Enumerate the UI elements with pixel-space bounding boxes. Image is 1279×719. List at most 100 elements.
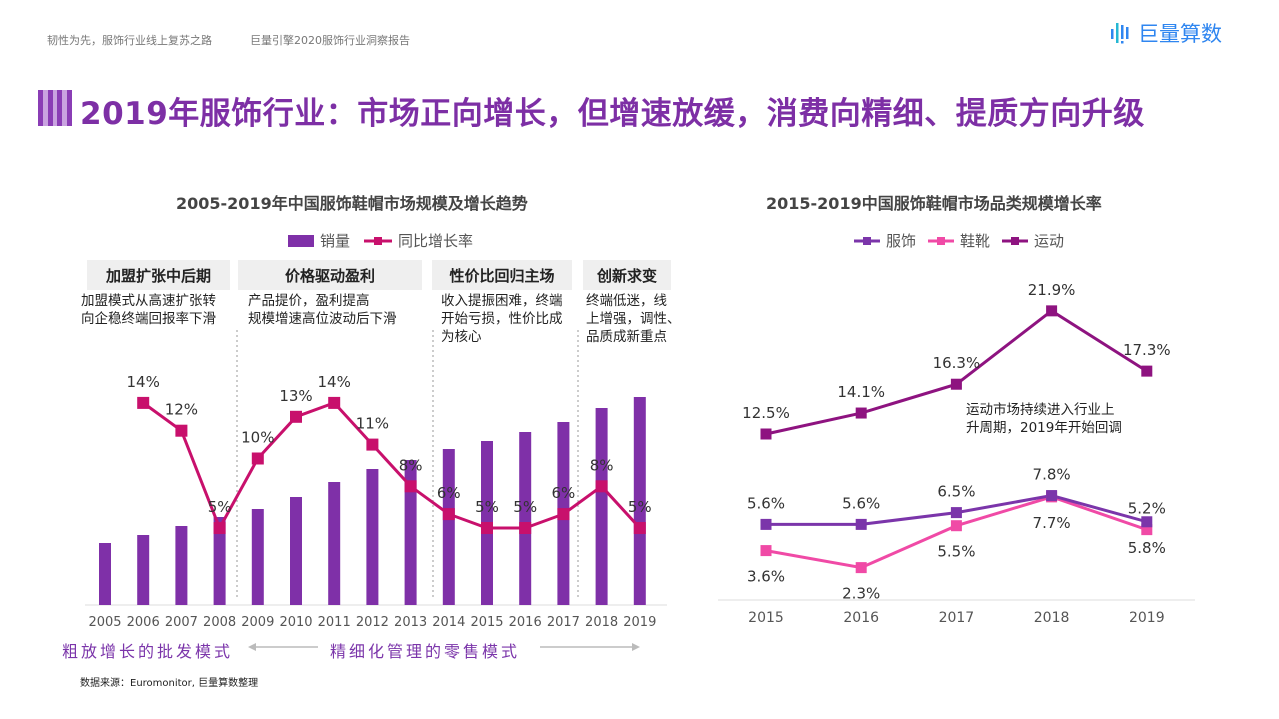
sales-bar <box>213 517 226 605</box>
apparel-marker <box>1141 516 1153 528</box>
x-tick-label: 2012 <box>356 615 389 630</box>
growth-marker <box>366 438 379 451</box>
logo-text: 巨量算数 <box>1138 22 1222 46</box>
x-tick-label: 2006 <box>127 615 160 630</box>
page-title: 2019年服饰行业：市场正向增长，但增速放缓，消费向精细、提质方向升级 <box>80 96 1145 132</box>
sports-annotation: 运动市场持续进入行业上 升周期，2019年开始回调 <box>966 401 1122 437</box>
legend-label-growth: 同比增长率 <box>398 232 474 250</box>
retail-mode-label: 精细化管理的零售模式 <box>330 642 521 661</box>
sales-bar <box>366 469 379 605</box>
sales-bar <box>290 497 302 605</box>
phase-1-desc-line: 向企稳终端回报率下滑 <box>81 311 216 327</box>
growth-data-label: 6% <box>552 484 576 502</box>
footwear-data-label: 5.5% <box>937 543 975 561</box>
x-tick-label: 2016 <box>509 615 542 630</box>
sports-marker <box>760 428 772 440</box>
growth-data-label: 14% <box>127 373 160 391</box>
growth-marker <box>633 522 646 534</box>
phase-2-desc: 产品提价，盈利提高 规模增速高位波动后下滑 <box>248 292 397 328</box>
phase-3-title: 性价比回归主场 <box>432 260 572 290</box>
x-tick-label: 2019 <box>623 615 656 630</box>
apparel-marker <box>855 518 867 530</box>
apparel-data-label: 5.8% <box>1128 539 1166 557</box>
x-tick-label: 2010 <box>279 615 312 630</box>
x-tick-label: 2017 <box>939 610 975 626</box>
legend-footwear-swatch <box>928 236 955 245</box>
apparel-marker <box>950 507 962 519</box>
growth-marker <box>442 508 455 521</box>
legend-label-apparel: 服饰 <box>886 232 917 250</box>
legend-sports-swatch <box>1002 236 1029 245</box>
sports-marker <box>1141 365 1153 377</box>
growth-data-label: 8% <box>399 456 423 474</box>
legend-bar-swatch <box>288 234 314 247</box>
phase-4-desc: 终端低迷，线 上增强，调性、 品质成新重点 <box>586 292 681 346</box>
sports-data-label: 12.5% <box>742 404 790 422</box>
wholesale-mode-label: 粗放增长的批发模式 <box>62 642 234 661</box>
x-tick-label: 2005 <box>88 615 121 630</box>
growth-data-label: 14% <box>318 373 351 391</box>
sales-bar <box>633 397 646 605</box>
x-tick-label: 2013 <box>394 615 427 630</box>
data-source: 数据来源：Euromonitor, 巨量算数整理 <box>80 678 259 689</box>
growth-marker <box>557 508 570 521</box>
footwear-data-label: 7.7% <box>1033 514 1071 532</box>
breadcrumb-report-title: 韧性为先，服饰行业线上复苏之路 <box>47 34 212 47</box>
x-tick-label: 2009 <box>241 615 274 630</box>
sports-data-label: 14.1% <box>837 383 885 401</box>
apparel-data-label: 5.6% <box>747 494 785 512</box>
footwear-marker <box>1141 524 1153 536</box>
growth-marker <box>175 424 188 437</box>
growth-marker <box>137 396 150 409</box>
logo-bars-icon <box>1111 23 1129 44</box>
phase-4-desc-line: 品质成新重点 <box>586 329 667 345</box>
apparel-data-label: 7.8% <box>1033 466 1071 484</box>
annotation-line: 升周期，2019年开始回调 <box>966 420 1122 436</box>
apparel-marker <box>1046 490 1058 502</box>
sales-bar <box>442 449 455 605</box>
phase-4-desc-line: 上增强，调性、 <box>586 311 681 327</box>
x-tick-label: 2015 <box>470 615 503 630</box>
x-tick-label: 2018 <box>1034 610 1070 626</box>
x-tick-label: 2018 <box>585 615 618 630</box>
phase-3-desc-line: 开始亏损，性价比成 <box>441 311 563 327</box>
phase-4-desc-line: 终端低迷，线 <box>586 293 667 309</box>
arrow-left-icon <box>248 643 256 651</box>
title-decoration <box>38 90 73 126</box>
growth-data-label: 5% <box>475 498 499 516</box>
left-chart-title: 2005-2019年中国服饰鞋帽市场规模及增长趋势 <box>176 194 528 213</box>
growth-marker <box>251 452 264 465</box>
growth-marker <box>481 522 493 534</box>
growth-marker <box>404 480 417 493</box>
x-tick-label: 2011 <box>318 615 351 630</box>
legend-label-footwear: 鞋靴 <box>960 232 991 250</box>
sales-bar <box>251 509 264 605</box>
annotation-line: 运动市场持续进入行业上 <box>966 402 1115 418</box>
growth-data-label: 10% <box>241 429 274 447</box>
legend-apparel-swatch <box>854 236 880 245</box>
growth-marker <box>213 522 226 534</box>
phase-1-desc: 加盟模式从高速扩张转 向企稳终端回报率下滑 <box>81 292 216 328</box>
growth-marker <box>595 480 608 493</box>
sports-marker <box>950 378 962 390</box>
sales-bar <box>519 432 532 605</box>
left-chart-legend: 销量 同比增长率 <box>288 230 473 251</box>
x-tick-label: 2016 <box>843 610 879 626</box>
phase-3-desc-line: 收入提振困难，终端 <box>441 293 563 309</box>
breadcrumb-report-name: 巨量引擎2020服饰行业洞察报告 <box>250 34 410 47</box>
growth-marker <box>519 522 532 534</box>
x-tick-label: 2017 <box>547 615 580 630</box>
sports-data-label: 17.3% <box>1123 341 1171 359</box>
apparel-data-label: 5.6% <box>842 494 880 512</box>
phase-2-desc-line: 规模增速高位波动后下滑 <box>248 311 397 327</box>
footwear-data-label: 2.3% <box>842 585 880 603</box>
apparel-marker <box>760 518 772 530</box>
apparel-data-label: 6.5% <box>937 483 975 501</box>
sports-line <box>765 309 1148 436</box>
legend-label-sales: 销量 <box>320 232 351 250</box>
footwear-data-label: 5.2% <box>1128 500 1166 518</box>
footwear-marker <box>855 562 867 574</box>
growth-data-label: 8% <box>590 456 614 474</box>
right-chart-legend: 服饰 鞋靴 运动 <box>854 230 1064 251</box>
legend-line-swatch <box>364 236 393 245</box>
